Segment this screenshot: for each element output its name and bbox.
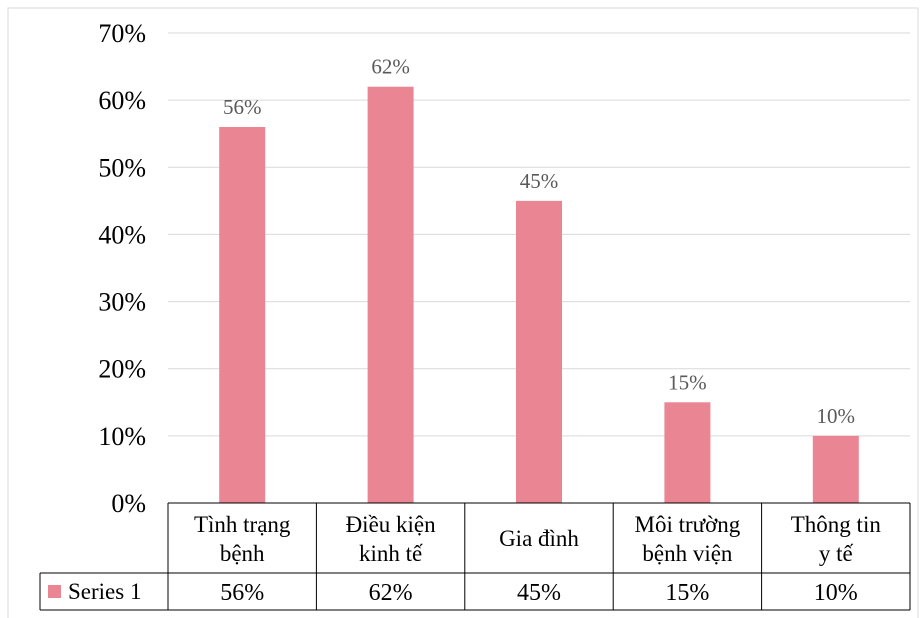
data-label: 15% [668, 370, 707, 394]
category-label: bệnh viện [642, 541, 733, 566]
y-tick-label: 40% [98, 220, 146, 249]
bar [664, 402, 711, 503]
category-label: Tình trạng [194, 512, 291, 537]
bar [812, 435, 859, 503]
category-label: kinh tế [359, 541, 423, 566]
data-label: 62% [371, 55, 410, 79]
legend-swatch [48, 585, 61, 598]
chart-border [7, 7, 919, 618]
legend-label: Series 1 [68, 579, 141, 604]
category-label: Thông tin [791, 512, 882, 537]
category-label: bệnh [220, 541, 265, 566]
table-value: 15% [665, 580, 709, 606]
table-value: 45% [517, 580, 561, 606]
table-value: 62% [369, 580, 413, 606]
y-tick-label: 30% [98, 288, 146, 317]
category-label: Gia đình [499, 526, 579, 551]
category-label: y tế [819, 541, 854, 566]
y-tick-label: 20% [98, 355, 146, 384]
y-tick-label: 50% [98, 153, 146, 182]
bar [367, 86, 414, 503]
data-label: 45% [520, 169, 559, 193]
category-label: Môi trường [635, 512, 741, 537]
bar [219, 127, 266, 503]
table-value: 10% [814, 580, 858, 606]
data-label: 10% [817, 404, 856, 428]
y-tick-label: 10% [98, 422, 146, 451]
y-tick-label: 70% [98, 19, 146, 48]
bar [516, 200, 562, 503]
table-value: 56% [220, 580, 264, 606]
category-label: Điều kiện [346, 512, 437, 537]
y-tick-label: 0% [111, 489, 146, 518]
data-label: 56% [223, 95, 262, 119]
y-tick-label: 60% [98, 86, 146, 115]
